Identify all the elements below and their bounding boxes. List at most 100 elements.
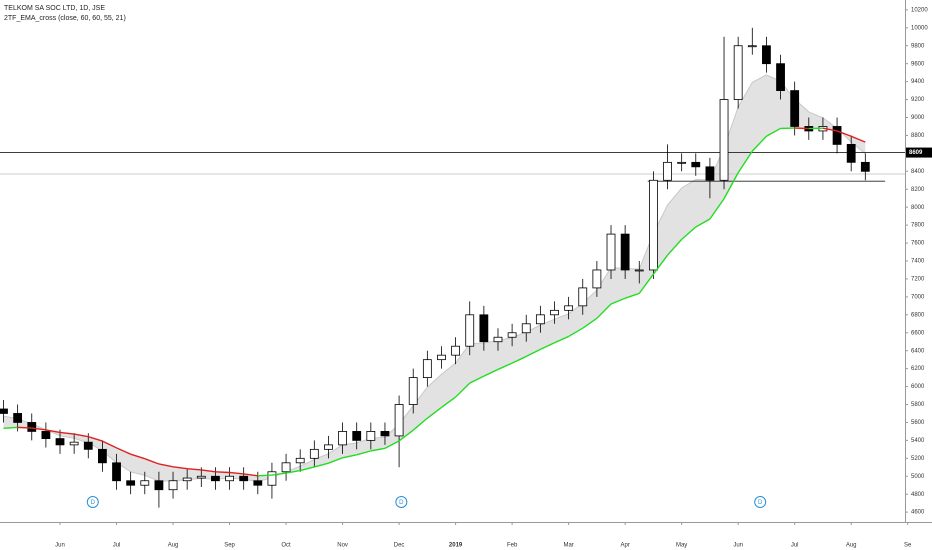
chart-title: TELKOM SA SOC LTD, 1D, JSE xyxy=(4,5,105,12)
slow-ema-segment xyxy=(398,429,414,442)
slow-ema-segment xyxy=(455,382,471,398)
slow-ema-segment xyxy=(836,130,852,137)
candle-body xyxy=(267,471,277,486)
candle-body xyxy=(790,90,800,127)
slow-ema-segment xyxy=(426,406,442,419)
last-price-tag xyxy=(906,147,932,158)
slow-ema-segment xyxy=(201,469,216,473)
slow-ema-segment xyxy=(257,474,272,477)
candle-body xyxy=(140,480,150,486)
slow-ema-segment xyxy=(74,433,89,438)
slow-ema-segment xyxy=(328,457,343,464)
candle-body xyxy=(832,126,842,145)
candle-body xyxy=(663,161,672,181)
y-tick-label: 4600 xyxy=(911,510,925,516)
slow-ema-segment xyxy=(412,417,428,431)
slow-ema-segment xyxy=(695,218,711,228)
y-tick-label: 5400 xyxy=(911,438,925,444)
x-tick-label: Sep xyxy=(224,543,235,549)
slow-ema-segment xyxy=(130,453,145,460)
slow-ema-segment xyxy=(215,471,230,474)
slow-ema-segment xyxy=(31,427,46,431)
indicator-label: 2TF_EMA_cross (close, 60, 60, 55, 21) xyxy=(4,15,126,22)
slow-ema-segment xyxy=(568,327,584,338)
candle-body xyxy=(620,233,630,271)
candle-body xyxy=(126,480,136,486)
y-tick-label: 7400 xyxy=(911,259,925,265)
slow-ema-segment xyxy=(102,440,117,449)
y-tick-label: 6200 xyxy=(911,366,925,372)
y-tick-label: 8000 xyxy=(911,205,925,211)
slow-ema-segment xyxy=(638,273,654,294)
y-tick-label: 9000 xyxy=(911,115,925,121)
slow-ema-segment xyxy=(850,135,866,143)
y-tick-label: 6000 xyxy=(911,384,925,390)
slow-ema-segment xyxy=(582,317,598,329)
candle-body xyxy=(776,63,785,91)
candle-body xyxy=(437,354,446,361)
candle-body xyxy=(747,45,757,48)
y-tick-label: 6400 xyxy=(911,348,925,354)
candle-body xyxy=(253,480,263,486)
y-tick-label: 5600 xyxy=(911,420,925,426)
slow-ema-segment xyxy=(624,292,640,299)
slow-ema-segment xyxy=(596,303,612,319)
event-marker xyxy=(395,496,408,508)
x-tick-label: Oct xyxy=(281,543,291,549)
slow-ema-segment xyxy=(441,396,457,409)
y-tick-label: 5800 xyxy=(911,402,925,408)
slow-ema-segment xyxy=(59,431,75,435)
x-tick-label: Jun xyxy=(55,543,65,549)
slow-ema-segment xyxy=(158,463,174,468)
slow-ema-segment xyxy=(511,355,527,364)
candle-body xyxy=(27,422,37,432)
slow-ema-segment xyxy=(525,348,541,358)
candle-body xyxy=(408,377,418,405)
candle-body xyxy=(422,359,432,378)
candle-body xyxy=(55,438,65,446)
candle-body xyxy=(13,413,23,423)
x-tick-label: Jul xyxy=(791,543,799,549)
y-tick-label: 6800 xyxy=(911,312,925,318)
slow-ema-segment xyxy=(144,458,160,465)
candle-body xyxy=(634,269,644,272)
event-marker xyxy=(86,496,99,508)
candle-body xyxy=(606,233,616,271)
candle-body xyxy=(507,332,517,338)
slow-ema-segment xyxy=(610,297,626,305)
event-marker xyxy=(754,496,767,508)
y-tick-label: 7600 xyxy=(911,241,925,247)
slow-ema-segment xyxy=(314,462,329,468)
event-label: D xyxy=(399,500,404,506)
y-tick-label: 10000 xyxy=(911,25,928,31)
x-tick-label: Mar xyxy=(563,543,573,549)
candle-body xyxy=(380,431,390,437)
candle-body xyxy=(550,309,559,316)
candle-body xyxy=(366,431,376,441)
candle-body xyxy=(182,477,192,482)
slow-ema-segment xyxy=(285,469,301,474)
candle-body xyxy=(691,161,701,168)
y-tick-label: 7200 xyxy=(911,277,925,283)
slow-ema-segment xyxy=(540,342,555,350)
candle-body xyxy=(564,305,574,311)
slow-ema-segment xyxy=(45,429,61,434)
slow-ema-segment xyxy=(384,440,400,449)
slow-ema-segment xyxy=(229,471,244,475)
x-tick-label: Apr xyxy=(620,543,629,549)
y-tick-label: 9200 xyxy=(911,97,925,103)
slow-ema-segment xyxy=(554,335,569,344)
x-tick-label: Jul xyxy=(113,543,121,549)
candle-body xyxy=(41,431,51,439)
event-label: D xyxy=(758,500,763,506)
slow-ema-segment xyxy=(497,362,513,371)
candle-body xyxy=(352,431,362,441)
candle-body xyxy=(168,480,178,491)
slow-ema-segment xyxy=(356,450,372,456)
candle-body xyxy=(225,475,234,482)
x-tick-label: Se xyxy=(904,543,912,549)
event-label: D xyxy=(91,500,96,506)
y-tick-label: 7000 xyxy=(911,294,925,300)
slow-ema-segment xyxy=(709,198,725,220)
